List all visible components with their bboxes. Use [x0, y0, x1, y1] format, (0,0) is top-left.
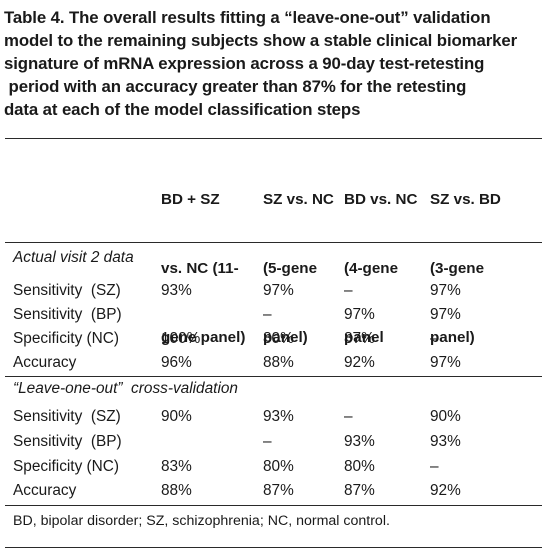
table-cell: 87%: [344, 330, 375, 347]
table-cell: 97%: [263, 282, 294, 299]
table-cell: –: [430, 458, 439, 475]
section-title-actual-visit-2: Actual visit 2 data: [13, 249, 134, 266]
table-cell: 93%: [263, 408, 294, 425]
table-cell: 92%: [344, 354, 375, 371]
row-label: Sensitivity (BP): [13, 306, 122, 323]
table-cell: 92%: [430, 482, 461, 499]
table-cell: 88%: [161, 482, 192, 499]
row-label: Accuracy: [13, 482, 77, 499]
column-header-bd-sz-vs-nc: BD + SZ vs. NC (11- gene panel): [161, 191, 246, 346]
column-header-bd-vs-nc: BD vs. NC (4-gene panel: [344, 191, 418, 346]
table-cell: 80%: [263, 330, 294, 347]
table-cell: 80%: [344, 458, 375, 475]
table-cell: 96%: [161, 354, 192, 371]
section-title-leave-one-out: “Leave-one-out” cross-validation: [13, 380, 238, 397]
table-cell: 87%: [344, 482, 375, 499]
row-label: Specificity (NC): [13, 330, 120, 347]
row-label: Specificity (NC): [13, 458, 120, 475]
caption-line: period with an accuracy greater than 87%…: [4, 77, 467, 96]
table-cell: 100%: [161, 330, 201, 347]
table-cell: 97%: [430, 354, 461, 371]
table-cell: 80%: [263, 458, 294, 475]
caption-line: Table 4. The overall results fitting a “…: [4, 8, 491, 27]
column-header-sz-vs-nc: SZ vs. NC (5-gene panel): [263, 191, 334, 346]
row-label: Accuracy: [13, 354, 77, 371]
table-footnote: BD, bipolar disorder; SZ, schizophrenia;…: [13, 513, 390, 529]
table-bottom-rule: [5, 505, 542, 506]
caption-line: signature of mRNA expression across a 90…: [4, 54, 485, 73]
table-caption: Table 4. The overall results fitting a “…: [4, 6, 544, 121]
caption-line: data at each of the model classification…: [4, 100, 361, 119]
row-label: Sensitivity (BP): [13, 433, 122, 450]
table-cell: 93%: [344, 433, 375, 450]
table-cell: –: [344, 282, 353, 299]
table-cell: –: [430, 330, 439, 347]
header-bottom-rule: [5, 242, 542, 243]
table-cell: 93%: [161, 282, 192, 299]
table-top-rule: [5, 138, 542, 139]
row-label: Sensitivity (SZ): [13, 282, 121, 299]
table-cell: 87%: [263, 482, 294, 499]
table-cell: 83%: [161, 458, 192, 475]
caption-line: model to the remaining subjects show a s…: [4, 31, 518, 50]
table-cell: 93%: [430, 433, 461, 450]
table-cell: –: [344, 408, 353, 425]
table-cell: 90%: [161, 408, 192, 425]
table-cell: 97%: [430, 306, 461, 323]
column-header-sz-vs-bd: SZ vs. BD (3-gene panel): [430, 191, 501, 346]
table-cell: 90%: [430, 408, 461, 425]
row-label: Sensitivity (SZ): [13, 408, 121, 425]
table-cell: –: [263, 433, 272, 450]
table-cell: 88%: [263, 354, 294, 371]
section-divider-rule: [5, 376, 542, 377]
footnote-bottom-rule: [5, 547, 542, 548]
table-cell: –: [263, 306, 272, 323]
table-cell: 97%: [430, 282, 461, 299]
table-cell: 97%: [344, 306, 375, 323]
